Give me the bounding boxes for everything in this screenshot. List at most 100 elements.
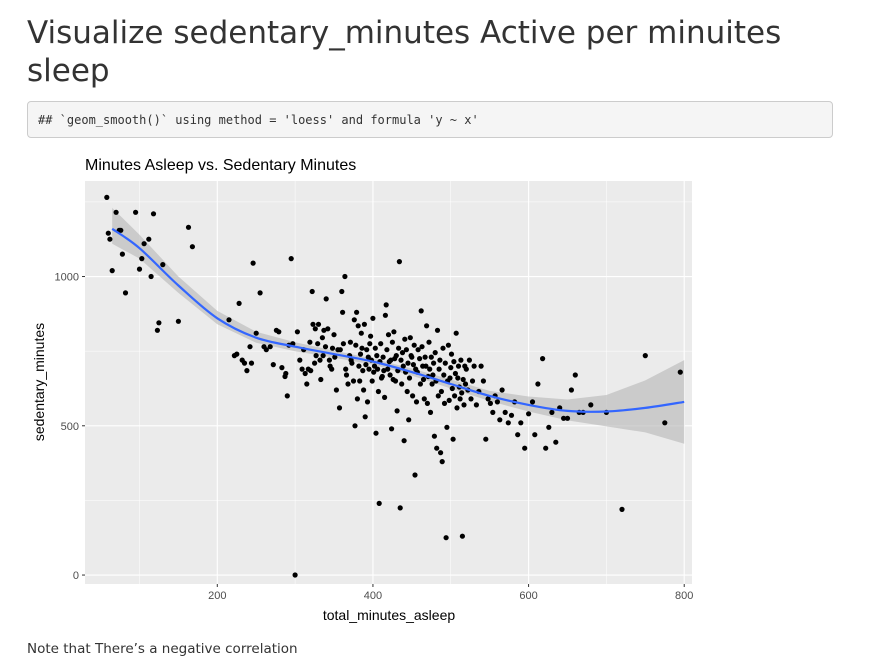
- data-point: [357, 378, 363, 384]
- data-point: [372, 345, 378, 351]
- data-point: [139, 256, 145, 262]
- data-point: [457, 396, 463, 402]
- data-point: [322, 344, 329, 350]
- data-point: [226, 317, 232, 323]
- data-point: [662, 420, 668, 426]
- loess-smooth-line: [111, 227, 685, 413]
- data-point: [522, 445, 528, 451]
- data-point: [588, 402, 594, 408]
- data-point: [304, 381, 310, 387]
- data-point: [532, 432, 538, 438]
- data-point: [455, 363, 462, 369]
- data-point: [343, 366, 349, 372]
- data-point: [321, 327, 327, 333]
- data-point: [253, 330, 259, 336]
- data-point: [619, 506, 625, 512]
- data-point: [480, 378, 486, 384]
- data-point: [302, 370, 308, 377]
- data-point: [441, 400, 448, 406]
- data-point: [442, 360, 448, 366]
- data-point: [413, 399, 420, 405]
- data-point: [389, 426, 395, 432]
- data-point: [494, 399, 500, 405]
- data-point: [156, 320, 162, 326]
- data-point: [310, 321, 316, 327]
- data-point: [109, 268, 115, 274]
- data-point: [451, 359, 457, 365]
- data-point: [529, 399, 536, 405]
- data-point: [424, 323, 430, 329]
- data-point: [133, 209, 139, 215]
- data-point: [146, 236, 152, 242]
- data-point: [526, 411, 532, 417]
- data-point: [483, 436, 489, 442]
- data-point: [421, 396, 427, 402]
- data-point: [561, 415, 567, 421]
- data-point: [412, 472, 418, 478]
- data-point: [449, 385, 455, 392]
- data-point: [459, 533, 465, 539]
- data-point: [347, 339, 353, 345]
- data-point: [403, 347, 409, 353]
- data-point: [329, 345, 336, 351]
- data-point: [154, 327, 160, 333]
- data-point: [462, 381, 469, 387]
- data-point: [393, 353, 399, 359]
- data-point: [136, 266, 143, 272]
- data-point: [459, 390, 465, 396]
- data-point: [396, 259, 402, 265]
- data-point: [352, 423, 358, 429]
- data-point: [370, 315, 376, 321]
- data-point: [429, 381, 435, 387]
- data-point: [342, 273, 348, 280]
- data-point: [410, 362, 416, 368]
- data-point: [436, 366, 442, 372]
- data-point: [363, 362, 369, 368]
- data-point: [263, 347, 269, 353]
- data-point: [572, 372, 578, 378]
- data-point: [361, 387, 367, 393]
- y-axis-ticks: 0 500 1000: [55, 272, 85, 582]
- data-point: [463, 366, 469, 372]
- data-point: [234, 351, 240, 357]
- x-tick-label: 800: [675, 590, 693, 602]
- data-point: [400, 363, 406, 369]
- data-point: [312, 326, 318, 332]
- data-point: [118, 227, 124, 233]
- data-point: [518, 420, 524, 426]
- data-point: [283, 370, 289, 377]
- data-point: [382, 312, 388, 318]
- data-point: [473, 402, 479, 408]
- y-tick-label: 0: [73, 570, 79, 582]
- data-point: [320, 353, 326, 359]
- data-point: [383, 302, 389, 308]
- data-point: [375, 388, 381, 395]
- data-point: [388, 357, 394, 363]
- data-point: [564, 415, 571, 421]
- data-point: [438, 450, 444, 456]
- data-point: [540, 356, 546, 362]
- data-point: [380, 354, 386, 360]
- data-point: [398, 357, 404, 363]
- data-point: [392, 378, 399, 384]
- data-point: [185, 224, 192, 230]
- data-point: [428, 354, 434, 360]
- data-point: [452, 370, 458, 377]
- data-point: [379, 373, 385, 380]
- data-point: [343, 372, 350, 378]
- data-point: [460, 376, 466, 383]
- data-point: [241, 360, 248, 366]
- data-point: [105, 230, 111, 236]
- data-point: [150, 211, 157, 217]
- data-point: [469, 378, 476, 384]
- data-point: [434, 445, 440, 451]
- data-point: [357, 351, 364, 357]
- data-point: [446, 397, 452, 403]
- data-point: [448, 365, 454, 371]
- data-point: [443, 535, 449, 541]
- data-point: [366, 366, 372, 372]
- data-point: [419, 344, 425, 350]
- scatter-plot: Minutes Asleep vs. Sedentary Minutes 200…: [31, 157, 693, 623]
- data-point: [423, 363, 429, 369]
- data-point: [553, 439, 559, 445]
